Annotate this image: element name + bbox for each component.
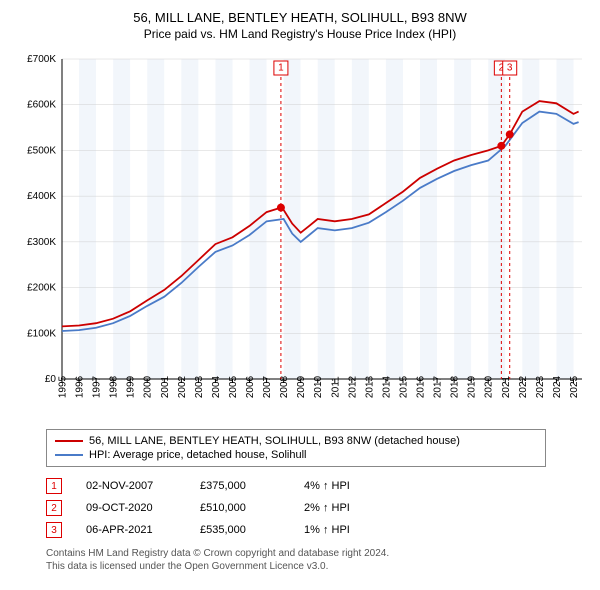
event-row: 2 09-OCT-2020 £510,000 2% ↑ HPI	[46, 497, 590, 519]
disclaimer-line: Contains HM Land Registry data © Crown c…	[46, 547, 590, 560]
legend-item: HPI: Average price, detached house, Soli…	[55, 448, 537, 462]
svg-text:£600K: £600K	[27, 100, 56, 111]
svg-text:2009: 2009	[296, 375, 307, 398]
svg-text:2018: 2018	[450, 375, 461, 398]
svg-text:3: 3	[507, 63, 513, 74]
disclaimer-line: This data is licensed under the Open Gov…	[46, 560, 590, 573]
svg-text:1996: 1996	[75, 375, 86, 398]
event-pct: 1% ↑ HPI	[304, 524, 414, 536]
svg-text:2000: 2000	[143, 375, 154, 398]
event-price: £510,000	[200, 502, 280, 514]
svg-text:2014: 2014	[381, 375, 392, 398]
svg-text:2016: 2016	[416, 375, 427, 398]
price-chart: £0 £100K £200K £300K £400K £500K £600K £700K 199…	[10, 49, 590, 419]
svg-text:2023: 2023	[535, 375, 546, 398]
svg-text:£500K: £500K	[27, 145, 56, 156]
svg-text:2024: 2024	[552, 375, 563, 398]
svg-text:2001: 2001	[160, 375, 171, 398]
svg-text:£700K: £700K	[27, 54, 56, 65]
svg-text:1999: 1999	[126, 375, 137, 398]
legend-label: HPI: Average price, detached house, Soli…	[89, 449, 307, 461]
legend-label: 56, MILL LANE, BENTLEY HEATH, SOLIHULL, …	[89, 435, 460, 447]
svg-text:£300K: £300K	[27, 237, 56, 248]
svg-text:£0: £0	[45, 374, 57, 385]
events-table: 1 02-NOV-2007 £375,000 4% ↑ HPI 2 09-OCT-2020…	[46, 475, 590, 541]
svg-text:1: 1	[278, 63, 284, 74]
svg-text:2010: 2010	[313, 375, 324, 398]
svg-text:2012: 2012	[347, 375, 358, 398]
legend-swatch	[55, 440, 83, 442]
svg-text:2017: 2017	[433, 375, 444, 398]
svg-text:1995: 1995	[58, 375, 69, 398]
svg-text:2005: 2005	[228, 375, 239, 398]
svg-text:2025: 2025	[569, 375, 580, 398]
svg-text:2007: 2007	[262, 375, 273, 398]
svg-text:2013: 2013	[364, 375, 375, 398]
event-pct: 4% ↑ HPI	[304, 480, 414, 492]
event-marker: 2	[46, 500, 62, 516]
event-marker: 1	[46, 478, 62, 494]
svg-text:1997: 1997	[92, 375, 103, 398]
svg-text:2006: 2006	[245, 375, 256, 398]
disclaimer: Contains HM Land Registry data © Crown c…	[46, 547, 590, 573]
svg-text:2019: 2019	[467, 375, 478, 398]
event-price: £535,000	[200, 524, 280, 536]
legend-swatch	[55, 454, 83, 456]
svg-text:2004: 2004	[211, 375, 222, 398]
svg-text:2003: 2003	[194, 375, 205, 398]
svg-text:£100K: £100K	[27, 328, 56, 339]
chart-title: 56, MILL LANE, BENTLEY HEATH, SOLIHULL, …	[10, 10, 590, 25]
svg-text:2015: 2015	[398, 375, 409, 398]
svg-text:2002: 2002	[177, 375, 188, 398]
event-date: 06-APR-2021	[86, 524, 176, 536]
event-date: 02-NOV-2007	[86, 480, 176, 492]
svg-text:£400K: £400K	[27, 191, 56, 202]
svg-text:1998: 1998	[109, 375, 120, 398]
legend-item: 56, MILL LANE, BENTLEY HEATH, SOLIHULL, …	[55, 434, 537, 448]
svg-text:2020: 2020	[484, 375, 495, 398]
legend: 56, MILL LANE, BENTLEY HEATH, SOLIHULL, …	[46, 429, 546, 467]
event-marker: 3	[46, 522, 62, 538]
svg-text:2011: 2011	[330, 376, 341, 398]
event-price: £375,000	[200, 480, 280, 492]
chart-subtitle: Price paid vs. HM Land Registry's House …	[10, 27, 590, 41]
svg-text:£200K: £200K	[27, 283, 56, 294]
event-row: 3 06-APR-2021 £535,000 1% ↑ HPI	[46, 519, 590, 541]
event-date: 09-OCT-2020	[86, 502, 176, 514]
event-row: 1 02-NOV-2007 £375,000 4% ↑ HPI	[46, 475, 590, 497]
svg-text:2022: 2022	[518, 375, 529, 398]
event-pct: 2% ↑ HPI	[304, 502, 414, 514]
